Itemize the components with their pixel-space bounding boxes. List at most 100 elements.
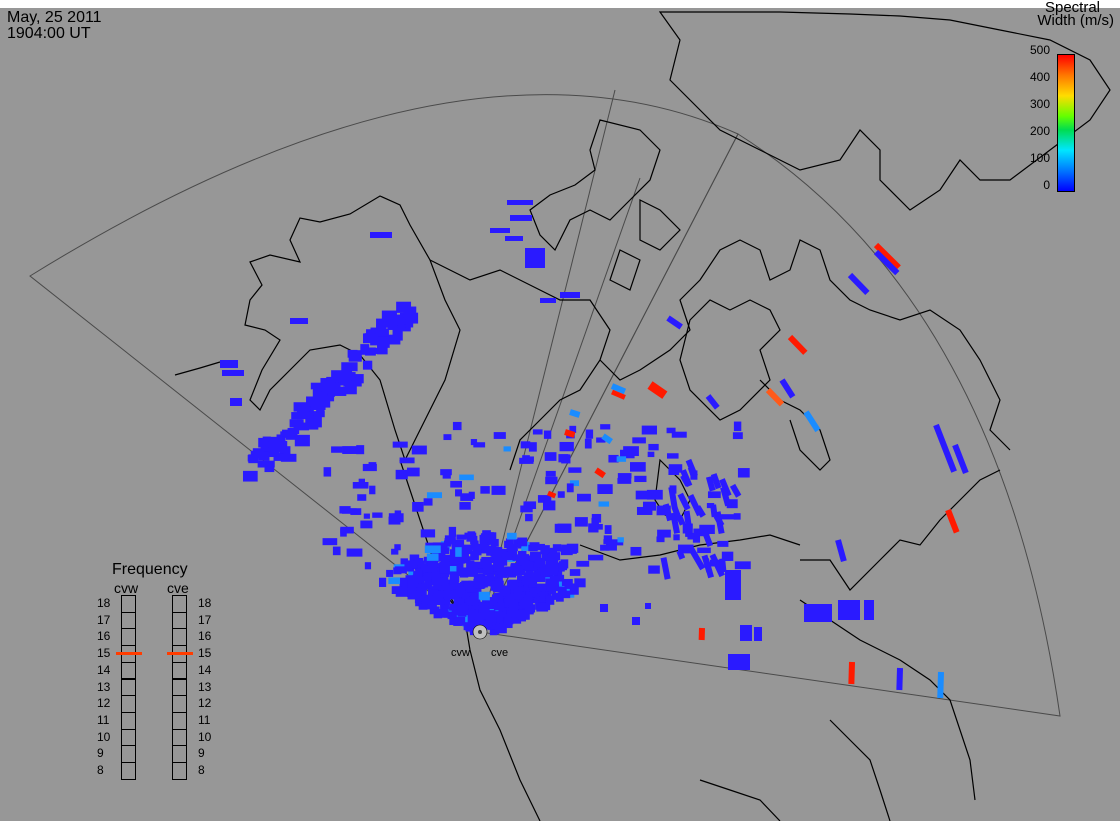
echo-cell (591, 517, 599, 527)
echo-cell (569, 569, 581, 576)
echo-cell (557, 523, 572, 533)
echo-cell (523, 572, 532, 580)
echo-cell (463, 582, 474, 589)
echo-cell (488, 532, 497, 540)
echo-cell (480, 486, 490, 494)
echo-cell (896, 667, 903, 691)
echo-cell (528, 579, 536, 588)
echo-cell (397, 588, 407, 596)
echo-cell (370, 336, 389, 346)
echo-cell (574, 517, 588, 527)
echo-cell (453, 598, 465, 605)
frequency-level-right: 9 (198, 746, 205, 761)
echo-cell (617, 477, 632, 484)
frequency-level-right: 13 (198, 679, 212, 694)
echo-cell (491, 594, 504, 601)
echo-cell (310, 399, 326, 410)
map-date: May, 25 2011 (7, 9, 102, 26)
echo-cell (566, 543, 579, 553)
echo-cells (220, 200, 969, 699)
echo-cell (525, 513, 533, 522)
echo-cell (391, 586, 402, 594)
echo-cell (293, 402, 310, 412)
echo-cell (600, 604, 608, 612)
echo-cell (440, 602, 450, 612)
echo-cell (601, 433, 613, 445)
echo-cell (497, 569, 508, 578)
frequency-radar-right-label: cve (167, 580, 189, 596)
echo-cell (290, 318, 308, 324)
echo-cell (307, 411, 325, 418)
echo-cell (406, 467, 420, 477)
echo-cell (670, 512, 680, 534)
echo-cell (569, 409, 581, 418)
echo-cell (519, 602, 531, 609)
frequency-marker-cvw (116, 652, 142, 656)
echo-cell (507, 200, 533, 205)
echo-cell (482, 564, 494, 574)
echo-cell (521, 594, 533, 601)
frequency-level-left: 15 (97, 646, 111, 661)
echo-cell (360, 344, 370, 355)
echo-cell (456, 606, 468, 615)
echo-cell (399, 457, 415, 464)
echo-cell (332, 546, 341, 556)
echo-cell (433, 583, 442, 590)
frequency-cell-cvw (121, 628, 136, 647)
echo-cell (945, 508, 960, 534)
echo-cell (445, 585, 454, 594)
frequency-level-left: 8 (97, 763, 104, 777)
echo-cell (556, 574, 565, 583)
echo-cell (594, 467, 606, 479)
echo-cell (459, 502, 471, 510)
echo-cell (475, 566, 486, 574)
echo-cell (444, 535, 456, 543)
echo-cell (538, 591, 546, 601)
echo-cell (549, 547, 557, 554)
echo-cell (493, 432, 506, 439)
echo-cell (506, 543, 518, 552)
frequency-cell-cvw (121, 711, 136, 730)
echo-cell (692, 533, 701, 543)
echo-cell (472, 546, 482, 556)
echo-cell (505, 236, 523, 241)
echo-cell (264, 450, 280, 458)
echo-cell (600, 544, 610, 551)
echo-cell (433, 590, 445, 601)
echo-cell (585, 429, 594, 439)
echo-cell (507, 549, 518, 557)
echo-cell (340, 526, 354, 534)
echo-cell (258, 437, 268, 448)
echo-cell (447, 566, 457, 572)
echo-cell (558, 454, 569, 463)
echo-cell (222, 370, 244, 376)
echo-cell (608, 454, 619, 463)
echo-cell (481, 576, 491, 586)
frequency-level-right: 8 (198, 763, 205, 777)
echo-cell (491, 485, 506, 495)
echo-cell (737, 468, 750, 478)
echo-cell (617, 473, 632, 479)
frequency-cell-cvw (121, 762, 136, 780)
echo-cell (414, 570, 423, 578)
echo-cell (342, 446, 359, 454)
echo-cell (426, 492, 443, 499)
echo-cell (474, 601, 482, 610)
frequency-level-left: 16 (97, 629, 111, 644)
echo-cell (390, 314, 405, 326)
frequency-level-left: 12 (97, 696, 111, 711)
echo-cell (569, 586, 579, 595)
echo-cell (676, 549, 686, 560)
echo-cell (394, 544, 401, 551)
echo-cell (804, 604, 832, 622)
echo-cell (728, 654, 750, 670)
echo-cell (456, 534, 467, 540)
frequency-level-left: 10 (97, 729, 111, 744)
echo-cell (490, 538, 499, 547)
echo-cell (426, 553, 439, 561)
echo-cell (835, 539, 847, 563)
frequency-cell-cvw (121, 745, 136, 763)
echo-cell (442, 472, 451, 479)
frequency-level-left: 11 (97, 712, 110, 727)
echo-cell (517, 537, 528, 547)
